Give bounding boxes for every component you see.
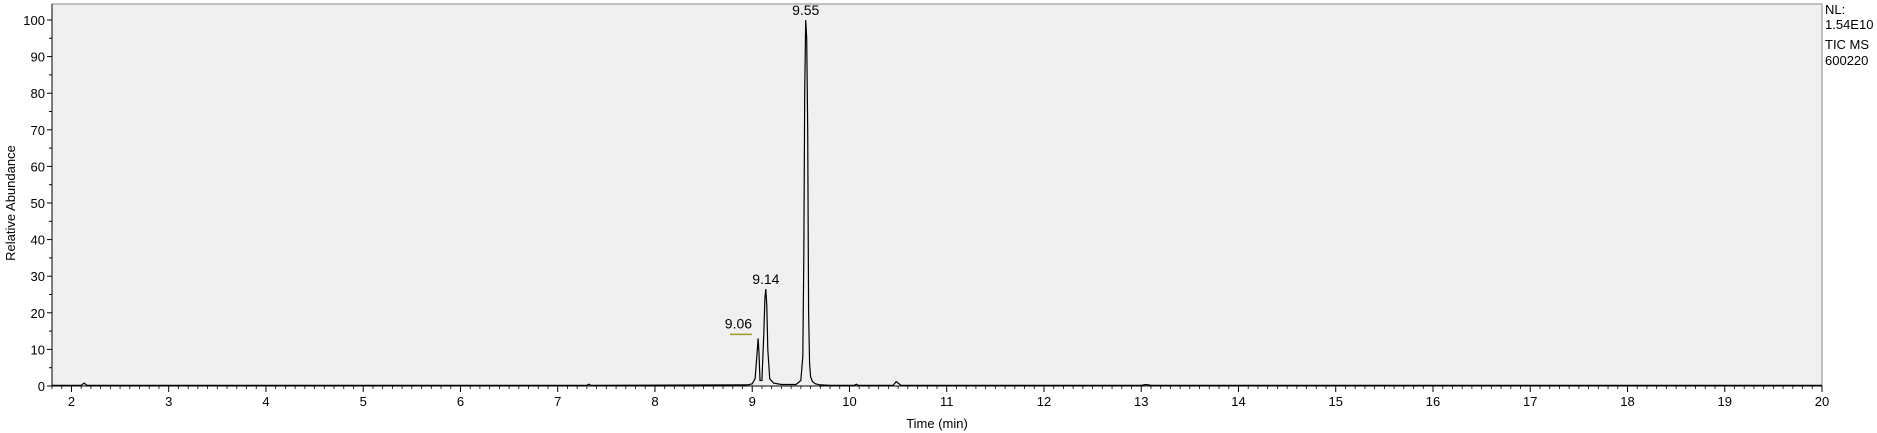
x-tick-label: 5: [360, 394, 367, 409]
scan-type: TIC MS: [1825, 37, 1870, 52]
x-tick-label: 12: [1037, 394, 1051, 409]
peak-label: 9.55: [792, 2, 819, 18]
x-tick-label: 20: [1815, 394, 1829, 409]
x-tick-label: 9: [749, 394, 756, 409]
x-tick-label: 7: [554, 394, 561, 409]
x-tick-label: 8: [651, 394, 658, 409]
y-tick-label: 80: [31, 86, 45, 101]
y-tick-label: 50: [31, 196, 45, 211]
peak-labels: 9.55 9.14 9.06: [725, 2, 820, 336]
x-tick-label: 4: [262, 394, 269, 409]
y-tick-label: 0: [38, 379, 45, 394]
x-tick-label: 6: [457, 394, 464, 409]
x-tick-label: 15: [1329, 394, 1343, 409]
y-axis-label: Relative Abundance: [3, 145, 18, 261]
nl-label: NL:: [1825, 2, 1846, 17]
x-tick-label: 13: [1134, 394, 1148, 409]
sample-id: 600220: [1825, 53, 1869, 68]
y-tick-label: 70: [31, 123, 45, 138]
peak-label: 9.14: [752, 271, 779, 287]
tic-trace-line: [52, 19, 1822, 386]
x-tick-label: 19: [1718, 394, 1732, 409]
nl-value: 1.54E10: [1825, 17, 1874, 32]
y-tick-label: 60: [31, 159, 45, 174]
x-tick-label: 10: [842, 394, 856, 409]
y-tick-label: 90: [31, 50, 45, 65]
x-tick-label: 14: [1231, 394, 1245, 409]
x-tick-label: 11: [940, 394, 954, 409]
y-tick-label: 20: [31, 306, 45, 321]
x-axis-ticks: 2 3 4 5 6 7 8 9 10 11 12 13 14 15 16 17 18 19 20: [51, 386, 1829, 409]
y-tick-label: 100: [23, 13, 45, 28]
x-tick-label: 2: [68, 394, 75, 409]
x-tick-label: 3: [165, 394, 172, 409]
x-tick-label: 17: [1523, 394, 1537, 409]
y-tick-label: 30: [31, 269, 45, 284]
y-tick-label: 40: [31, 233, 45, 248]
y-tick-label: 10: [31, 342, 45, 357]
x-tick-label: 18: [1620, 394, 1634, 409]
x-tick-label: 16: [1426, 394, 1440, 409]
y-axis-ticks: 0 10 20 30 40 50 60 70 80 90 100: [23, 13, 52, 394]
peak-label: 9.06: [725, 315, 752, 331]
x-axis-label: Time (min): [906, 416, 968, 431]
plot-area: [51, 3, 1823, 387]
